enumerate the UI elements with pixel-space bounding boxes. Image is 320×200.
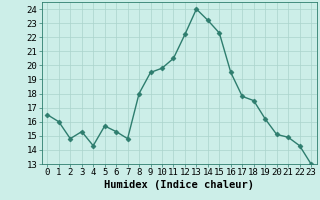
- X-axis label: Humidex (Indice chaleur): Humidex (Indice chaleur): [104, 180, 254, 190]
